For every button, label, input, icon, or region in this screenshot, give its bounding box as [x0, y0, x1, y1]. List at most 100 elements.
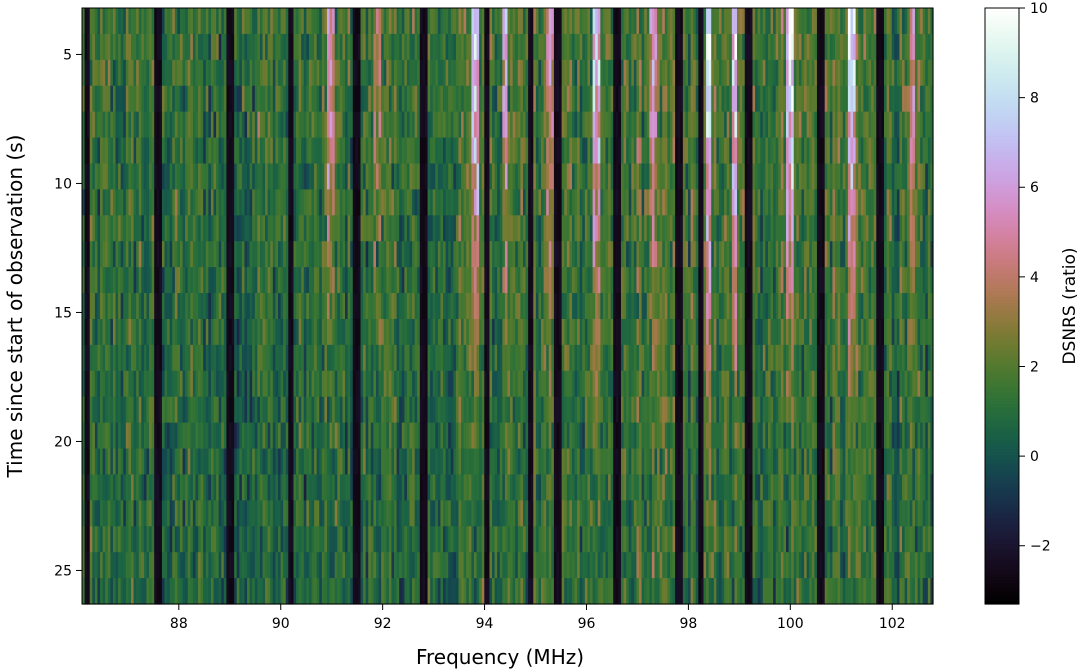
heatmap-cell [236, 33, 240, 61]
heatmap-cell [265, 85, 269, 113]
heatmap-cell [481, 163, 485, 190]
heatmap-cell [370, 33, 374, 61]
heatmap-cell [368, 8, 372, 35]
heatmap-cell [391, 448, 395, 476]
heatmap-cell [272, 163, 277, 190]
heatmap-cell [368, 137, 372, 165]
heatmap-cell [492, 241, 496, 268]
heatmap-cell [169, 318, 173, 346]
heatmap-cell [296, 85, 300, 113]
heatmap-cell [577, 448, 581, 476]
heatmap-cell [185, 267, 189, 294]
heatmap-cell [143, 33, 148, 61]
heatmap-cell [595, 318, 599, 346]
heatmap-cell [628, 8, 632, 35]
heatmap-cell [486, 189, 491, 216]
heatmap-cell [564, 163, 568, 190]
heatmap-cell [314, 215, 318, 242]
heatmap-cell [633, 241, 638, 268]
heatmap-cell [205, 526, 209, 553]
heatmap-cell [249, 500, 253, 527]
heatmap-cell [412, 578, 416, 605]
heatmap-cell [486, 267, 491, 294]
heatmap-cell [445, 526, 449, 553]
heatmap-cell [125, 552, 130, 579]
heatmap-cell [154, 578, 158, 605]
heatmap-cell [213, 474, 217, 501]
heatmap-cell [131, 111, 135, 139]
heatmap-cell [161, 526, 166, 553]
heatmap-cell [187, 215, 191, 242]
heatmap-cell [347, 500, 351, 527]
heatmap-cell [208, 526, 212, 553]
heatmap-cell [169, 33, 173, 61]
heatmap-cell [587, 448, 591, 476]
heatmap-cell [339, 137, 344, 165]
heatmap-cell [530, 318, 534, 346]
heatmap-cell [522, 137, 527, 165]
heatmap-cell [172, 267, 176, 294]
heatmap-cell [494, 526, 498, 553]
heatmap-cell [510, 163, 514, 190]
heatmap-cell [551, 344, 555, 372]
heatmap-cell [133, 163, 137, 190]
heatmap-cell [123, 189, 127, 216]
heatmap-cell [427, 293, 431, 320]
heatmap-cell [192, 267, 197, 294]
heatmap-cell [543, 85, 547, 113]
heatmap-cell [628, 293, 632, 320]
heatmap-cell [368, 526, 372, 553]
heatmap-cell [167, 59, 171, 87]
heatmap-cell [316, 318, 320, 346]
heatmap-cell [342, 215, 346, 242]
heatmap-cell [600, 267, 604, 294]
heatmap-cell [455, 318, 460, 346]
heatmap-cell [82, 396, 86, 424]
heatmap-cell [216, 370, 220, 398]
heatmap-cell [432, 318, 436, 346]
heatmap-cell [419, 59, 423, 87]
heatmap-cell [437, 422, 442, 450]
heatmap-cell [324, 552, 328, 579]
heatmap-cell [151, 500, 155, 527]
heatmap-cell [205, 344, 209, 372]
heatmap-cell [424, 241, 429, 268]
heatmap-cell [172, 111, 176, 139]
heatmap-cell [244, 293, 248, 320]
heatmap-cell [631, 448, 635, 476]
heatmap-cell [494, 215, 498, 242]
heatmap-cell [136, 370, 140, 398]
heatmap-cell [228, 8, 233, 35]
heatmap-cell [473, 422, 478, 450]
heatmap-cell [404, 111, 408, 139]
heatmap-cell [375, 396, 380, 424]
heatmap-cell [605, 59, 609, 87]
heatmap-cell [283, 552, 287, 579]
heatmap-cell [543, 448, 547, 476]
heatmap-cell [247, 578, 251, 605]
heatmap-cell [489, 422, 493, 450]
heatmap-cell [595, 33, 599, 61]
heatmap-cell [270, 111, 274, 139]
heatmap-cell [231, 396, 235, 424]
heatmap-cell [195, 215, 199, 242]
heatmap-cell [443, 241, 447, 268]
heatmap-cell [301, 267, 305, 294]
heatmap-cell [154, 189, 158, 216]
heatmap-cell [628, 552, 632, 579]
heatmap-cell [169, 189, 173, 216]
heatmap-cell [342, 59, 346, 87]
heatmap-cell [396, 163, 400, 190]
heatmap-cell [548, 318, 552, 346]
heatmap-cell [169, 396, 173, 424]
heatmap-cell [272, 370, 277, 398]
heatmap-cell [466, 318, 470, 346]
heatmap-cell [476, 8, 480, 35]
heatmap-cell [324, 474, 328, 501]
heatmap-cell [347, 59, 351, 87]
heatmap-cell [383, 526, 387, 553]
heatmap-cell [198, 396, 202, 424]
heatmap-cell [437, 293, 442, 320]
heatmap-cell [303, 448, 307, 476]
heatmap-cell [383, 318, 387, 346]
